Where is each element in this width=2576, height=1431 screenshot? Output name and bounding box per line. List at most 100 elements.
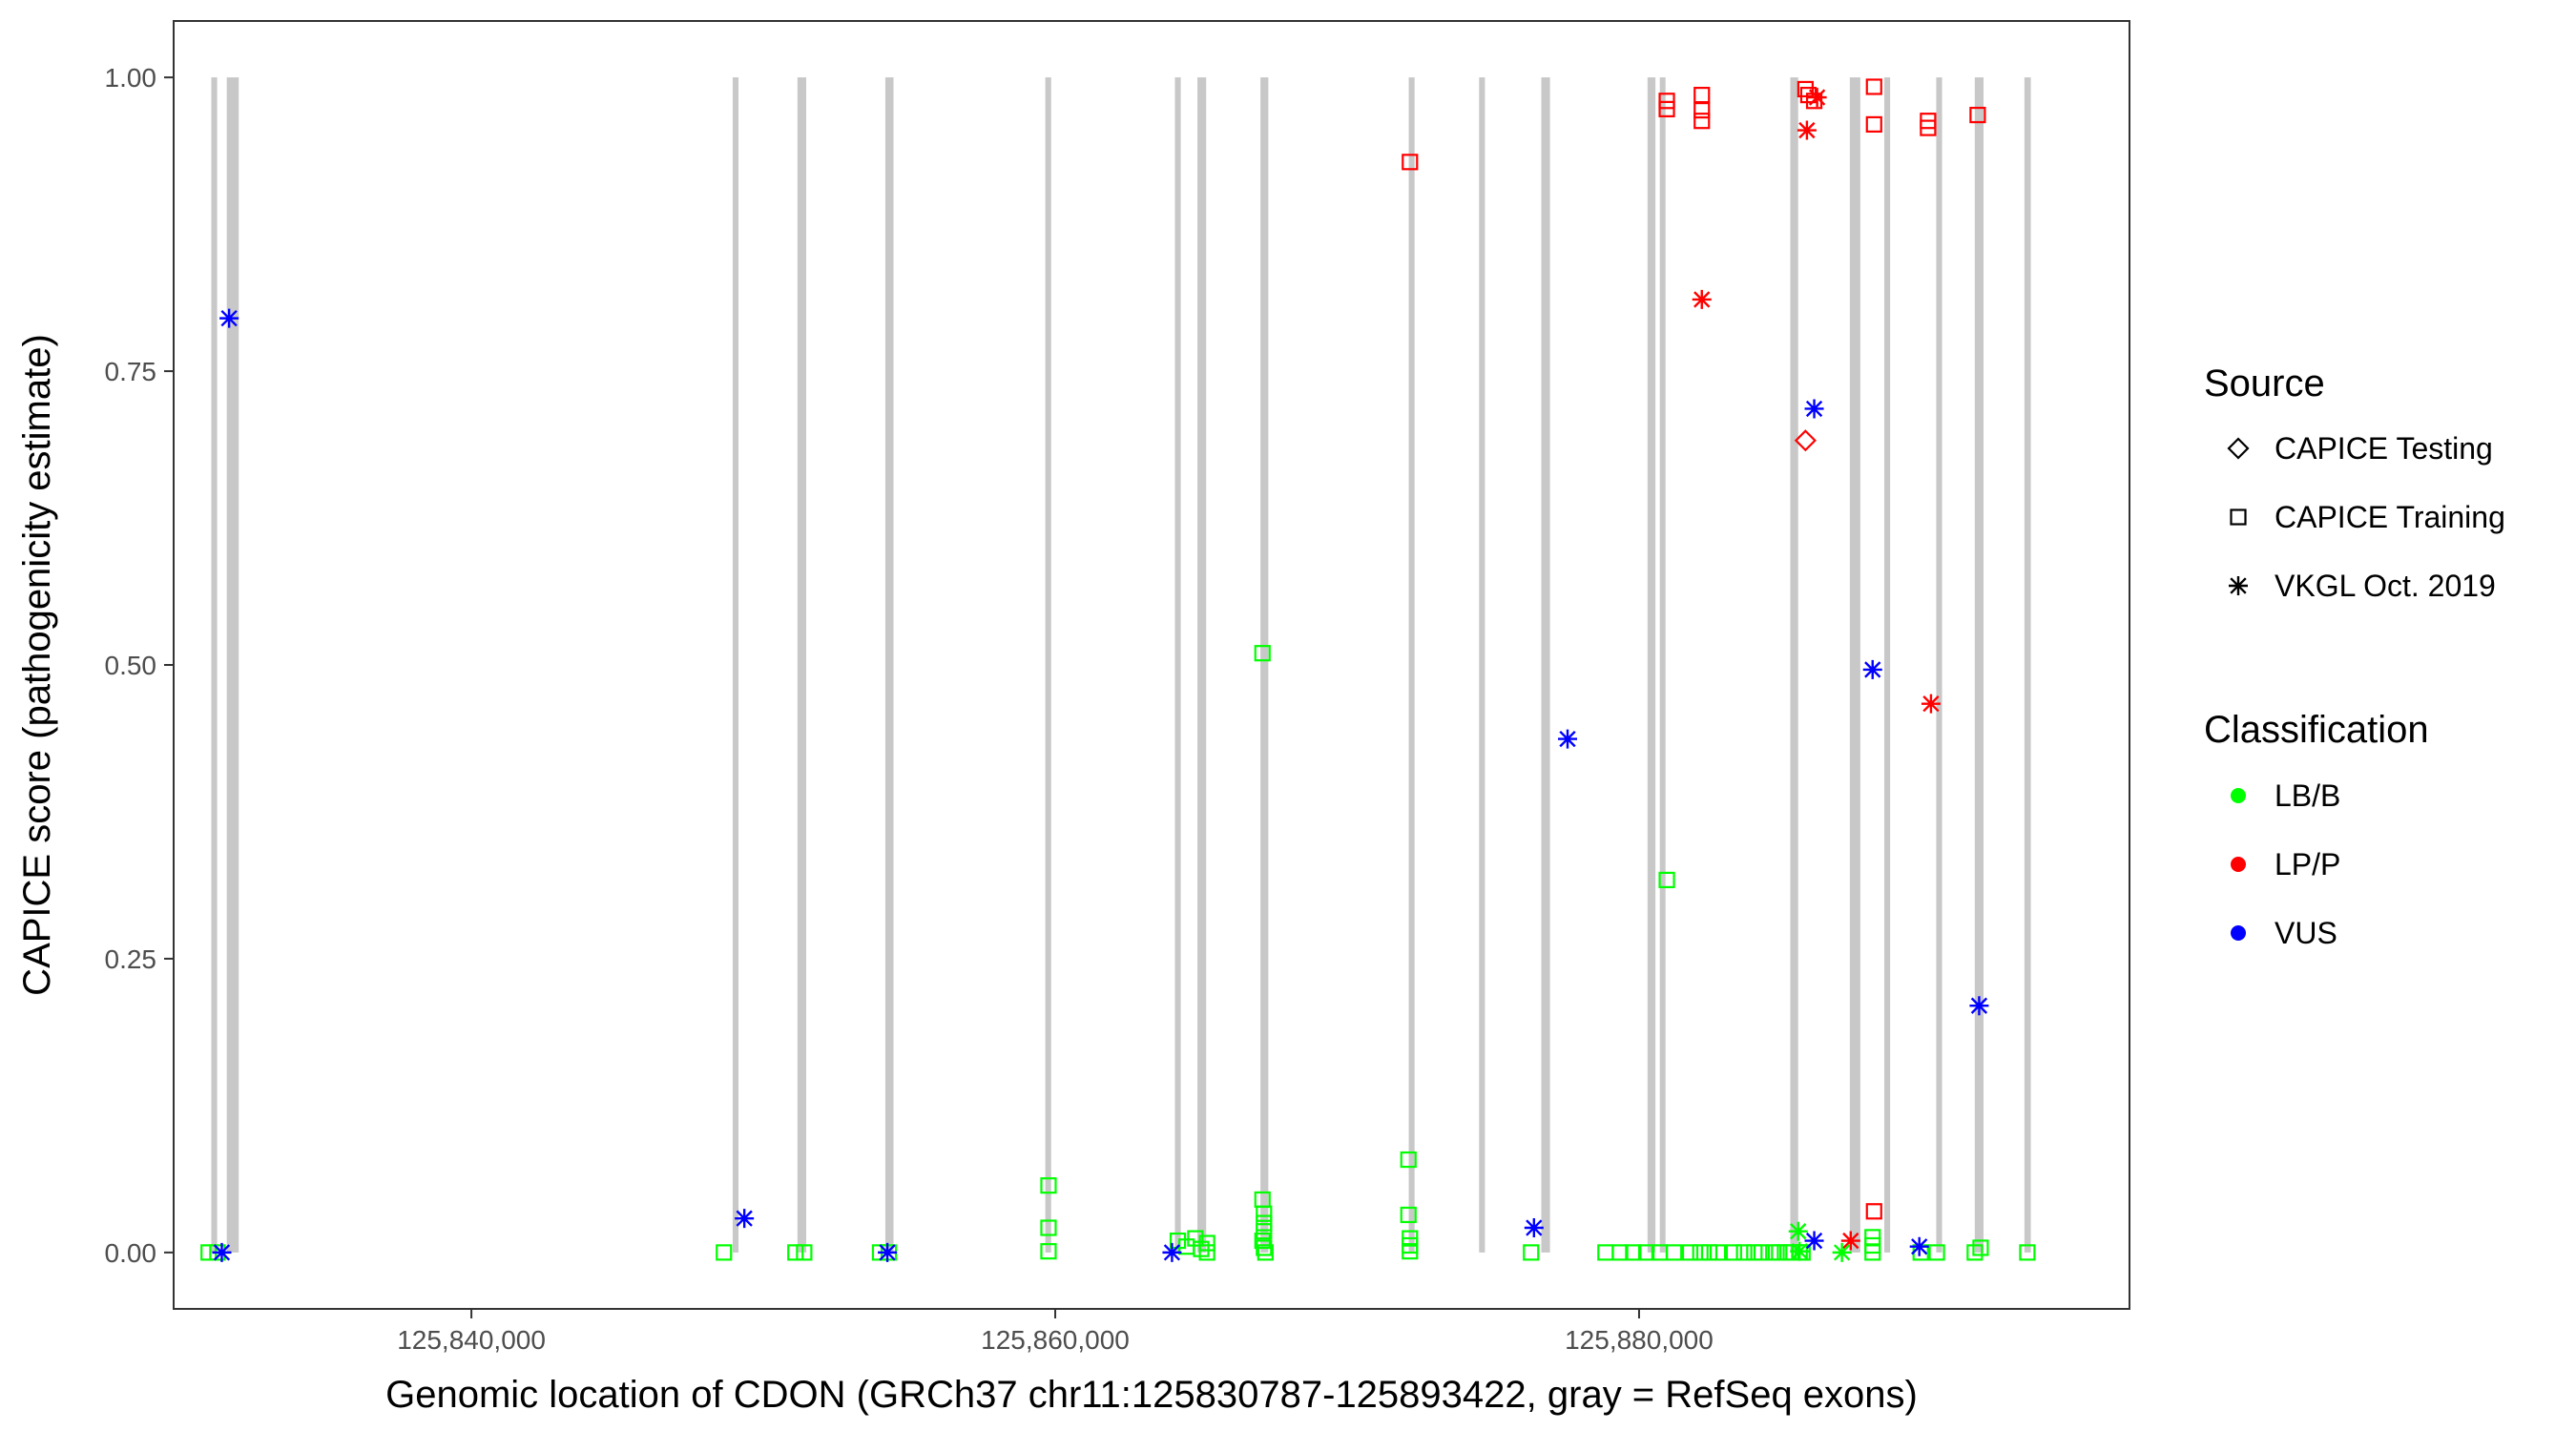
asterisk-marker (1862, 659, 1882, 679)
data-point (1402, 1243, 1419, 1260)
exon-bar (211, 77, 218, 1253)
data-point (1790, 1241, 1810, 1261)
points-layer (200, 78, 2036, 1262)
data-point (787, 1244, 804, 1261)
legend-source-item: VKGL Oct. 2019 (2229, 569, 2496, 603)
data-point (1625, 1244, 1642, 1261)
exon-bar (1045, 77, 1051, 1253)
asterisk-marker (2229, 576, 2248, 595)
data-point (1709, 1244, 1727, 1261)
legend-classification-label: LB/B (2275, 778, 2340, 813)
data-point (1558, 729, 1578, 749)
data-point (1928, 1244, 1945, 1261)
square-marker (1920, 119, 1937, 136)
exon-bar (1408, 77, 1415, 1253)
legend-classification-item: LB/B (2231, 778, 2340, 813)
legend-source-label: VKGL Oct. 2019 (2275, 569, 2496, 603)
legend-key (2231, 925, 2246, 941)
data-point (1735, 1244, 1753, 1261)
data-point (1972, 1239, 1989, 1256)
exon-bar (884, 77, 894, 1253)
asterisk-marker (1788, 1221, 1808, 1241)
square-marker (1753, 1244, 1771, 1261)
diamond-marker (1794, 429, 1817, 452)
data-point (1862, 659, 1882, 679)
data-point (2019, 1244, 2036, 1261)
data-point (1658, 100, 1675, 117)
exon-bar (2024, 77, 2031, 1253)
asterisk-marker (1921, 694, 1941, 714)
data-point (1832, 1242, 1852, 1262)
x-tick-label: 125,880,000 (1565, 1325, 1714, 1355)
data-point (1254, 645, 1271, 662)
data-point (1257, 1244, 1274, 1261)
legend-key (2227, 437, 2250, 460)
square-marker (1693, 102, 1711, 119)
data-point (1658, 871, 1675, 889)
square-marker (1402, 1243, 1419, 1260)
legend-classification-title: Classification (2204, 709, 2429, 751)
data-point (1692, 1244, 1709, 1261)
exon-bar (1479, 77, 1485, 1253)
series-capice-testing-lp-p (1794, 429, 1817, 452)
data-point (1788, 1221, 1808, 1241)
legend-key (2229, 576, 2248, 595)
legend: Source CAPICE Testing CAPICE Training VKGL … (2204, 363, 2505, 950)
data-point (1402, 154, 1419, 171)
square-marker (1254, 645, 1271, 662)
square-marker (1187, 1230, 1204, 1247)
exon-bar (1174, 77, 1181, 1253)
data-point (735, 1209, 755, 1229)
square-marker (1040, 1219, 1057, 1236)
exon-bar (1849, 77, 1860, 1253)
asterisk-marker (219, 308, 239, 328)
square-marker (1198, 1234, 1215, 1252)
data-point (1400, 1206, 1417, 1224)
data-point (716, 1244, 733, 1261)
data-point (1909, 1236, 1929, 1256)
y-tick-label: 0.50 (105, 651, 157, 680)
dot-marker (2231, 857, 2246, 872)
data-point (1969, 996, 1989, 1016)
data-point (1920, 119, 1937, 136)
square-marker (1864, 1244, 1881, 1261)
square-marker (1666, 1244, 1683, 1261)
legend-key (2230, 508, 2247, 526)
square-marker (1865, 115, 1882, 133)
square-marker (1658, 871, 1675, 889)
data-point (1794, 429, 1817, 452)
exon-bar (1541, 77, 1550, 1253)
data-point (1921, 694, 1941, 714)
data-point (1524, 1218, 1544, 1238)
data-point (1040, 1219, 1057, 1236)
data-point (1794, 1244, 1811, 1261)
series-vkgl-oct-2019-lb-b (1788, 1221, 1852, 1262)
x-axis-title: Genomic location of CDON (GRCh37 chr11:1… (385, 1374, 1918, 1416)
square-marker (1193, 1240, 1210, 1257)
data-point (878, 1242, 898, 1262)
legend-key (2231, 788, 2246, 803)
square-marker (1040, 1243, 1057, 1260)
x-tick-label: 125,860,000 (981, 1325, 1130, 1355)
dot-marker (2231, 925, 2246, 941)
square-marker (1797, 80, 1814, 98)
data-point (1865, 115, 1882, 133)
data-point (1523, 1244, 1540, 1261)
data-point (1969, 106, 1986, 124)
data-point (1658, 93, 1675, 110)
data-point (1040, 1177, 1057, 1194)
data-point (212, 1242, 232, 1262)
square-marker (1256, 1214, 1273, 1232)
square-marker (1625, 1244, 1642, 1261)
exon-bar (226, 77, 239, 1253)
legend-classification-item: LP/P (2231, 847, 2340, 881)
legend-classification-label: VUS (2275, 916, 2337, 950)
legend-source-item: CAPICE Training (2230, 500, 2505, 534)
y-tick-label: 0.75 (105, 357, 157, 386)
data-point (1804, 399, 1824, 419)
square-marker (787, 1244, 804, 1261)
data-point (1700, 1244, 1718, 1261)
asterisk-marker (1797, 120, 1817, 140)
x-tick-label: 125,840,000 (397, 1325, 546, 1355)
